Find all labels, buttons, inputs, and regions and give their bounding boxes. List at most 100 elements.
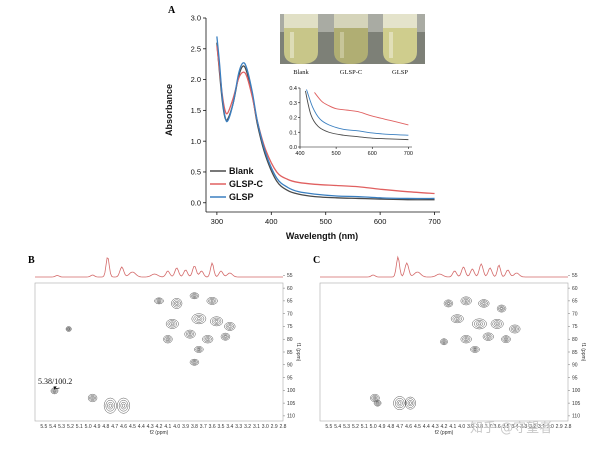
uv-x-tick-label: 500: [319, 217, 332, 226]
contour-peak: [65, 326, 72, 332]
nmr-x-tick-label: 4.0: [458, 424, 465, 430]
nmr-x-tick-label: 3.9: [467, 424, 474, 430]
nmr-x-tick-label: 4.6: [120, 424, 127, 430]
nmr-x-tick-label: 3.4: [511, 424, 518, 430]
nmr-x-axis-title: f2 (ppm): [150, 430, 169, 436]
nmr-y-tick-label: 80: [287, 337, 293, 343]
nmr-x-tick-label: 3.8: [191, 424, 198, 430]
uv-inset-axes: 400 500 600 700 0.0 0.1 0.2 0.3 0.4: [289, 86, 413, 157]
inset-y-tick-label: 0.0: [289, 145, 297, 151]
nmr-x-tick-label: 4.0: [173, 424, 180, 430]
nmr-x-tick-label: 3.7: [200, 424, 207, 430]
nmr-x-tick-label: 3.8: [476, 424, 483, 430]
nmr-x-tick-label: 5.5: [325, 424, 332, 430]
contour-peak: [490, 319, 504, 329]
contour-peak: [472, 318, 487, 330]
nmr-x-tick-label: 4.4: [138, 424, 145, 430]
nmr-y-tick-label: 65: [287, 299, 293, 305]
inset-y-tick-label: 0.1: [289, 130, 297, 136]
nmr-x-tick-label: 3.4: [226, 424, 233, 430]
uv-y-tick-label: 1.0: [191, 137, 201, 146]
nmr-x-tick-label: 2.9: [556, 424, 563, 430]
photo-label-blank: Blank: [293, 69, 309, 76]
nmr-y-tick-label: 75: [572, 324, 578, 330]
contour-peak: [154, 297, 164, 305]
uv-x-tick-label: 400: [265, 217, 278, 226]
uv-y-axis-title: Absorbance: [164, 84, 174, 136]
nmr-x-tick-label: 5.0: [85, 424, 92, 430]
photo-label-glsp: GLSP: [392, 69, 408, 76]
nmr-y-tick-label: 100: [287, 388, 296, 394]
nmr-x-tick-label: 3.6: [209, 424, 216, 430]
contour-peak: [103, 397, 117, 414]
uv-inset-chart: 400 500 600 700 0.0 0.1 0.2 0.3 0.4: [289, 86, 413, 157]
nmr-y-tick-label: 80: [572, 337, 578, 343]
inset-line-glsp: [306, 89, 409, 136]
annotation-arrowhead: [53, 386, 57, 390]
uv-legend: Blank GLSP-C GLSP: [210, 166, 264, 202]
uv-x-tick-label: 700: [428, 217, 441, 226]
nmr-x-tick-label: 2.8: [280, 424, 287, 430]
contour-peak: [443, 299, 454, 308]
uv-y-tick-label: 1.5: [191, 106, 201, 115]
nmr-x-tick-label: 3.5: [218, 424, 225, 430]
uv-y-tick-label: 2.5: [191, 44, 201, 53]
nmr-x-tick-label: 3.0: [547, 424, 554, 430]
inset-x-tick-label: 700: [404, 151, 413, 157]
uv-line-blank: [216, 42, 435, 201]
contour-peak: [373, 399, 382, 407]
contour-peak: [470, 346, 480, 353]
nmr-x-tick-label: 4.2: [441, 424, 448, 430]
nmr-x-tick-label: 3.3: [520, 424, 527, 430]
nmr-x-tick-label: 4.1: [449, 424, 456, 430]
nmr-x-tick-label: 5.4: [49, 424, 56, 430]
nmr-x-tick-label: 5.4: [334, 424, 341, 430]
nmr-x-tick-label: 4.1: [164, 424, 171, 430]
uv-x-tick-label: 300: [211, 217, 224, 226]
nmr-x-tick-label: 3.1: [253, 424, 260, 430]
contour-peak: [482, 332, 494, 341]
annotation-arrow: [55, 387, 60, 390]
nmr-y-tick-label: 85: [287, 350, 293, 356]
vial-glsp: [383, 14, 417, 64]
nmr-y-tick-label: 105: [287, 401, 296, 407]
hsqc-spectrum-b: 5.5 5.4 5.3 5.2 5.1 5.0 4.9 4.8 4.7 4.6 4.5 4.4 4.3 4…: [34, 257, 301, 436]
legend-label-blank: Blank: [229, 166, 255, 176]
nmr-y-tick-label: 65: [572, 299, 578, 305]
projection-1h: [320, 255, 568, 278]
nmr-x-tick-label: 4.3: [432, 424, 439, 430]
contour-peak: [404, 396, 416, 410]
nmr-y-tick-label: 75: [287, 324, 293, 330]
nmr-x-tick-label: 4.5: [129, 424, 136, 430]
vials-photo: Blank GLSP-C GLSP: [280, 14, 425, 76]
nmr-y-tick-label: 55: [287, 273, 293, 279]
uv-series-lines: [216, 36, 435, 201]
legend-label-glsp-c: GLSP-C: [229, 179, 264, 189]
contour-peak: [501, 335, 511, 344]
uv-inset-series-lines: [304, 89, 409, 141]
uv-y-tick-label: 0.5: [191, 168, 201, 177]
uv-absorbance-chart: 300 400 500 600 700 0.0 0.5 1.0 1.5 2.0 2.5 3.0 Wav…: [164, 14, 441, 241]
contour-peak: [460, 296, 472, 306]
nmr-x-tick-label: 2.8: [565, 424, 572, 430]
uv-y-tick-label: 3.0: [191, 14, 201, 23]
nmr-y-tick-label: 95: [572, 375, 578, 381]
nmr-x-tick-label: 4.7: [396, 424, 403, 430]
uv-line-glsp: [216, 36, 435, 200]
nmr-x-tick-label: 5.0: [370, 424, 377, 430]
contour-peak: [478, 299, 490, 308]
nmr-x-tick-label: 3.9: [182, 424, 189, 430]
uv-x-tick-label: 600: [374, 217, 387, 226]
contour-peak: [87, 393, 98, 403]
contour-peak: [163, 335, 173, 344]
nmr-x-tick-label: 4.3: [147, 424, 154, 430]
panel-label-a: A: [168, 5, 176, 16]
nmr-x-tick-label: 3.5: [503, 424, 510, 430]
nmr-x-tick-label: 4.9: [379, 424, 386, 430]
photo-label-glsp-c: GLSP-C: [340, 69, 362, 76]
nmr-x-tick-label: 4.8: [387, 424, 394, 430]
nmr-x-tick-label: 4.7: [111, 424, 118, 430]
contour-peak: [191, 313, 207, 325]
nmr-x-tick-label: 5.2: [352, 424, 359, 430]
